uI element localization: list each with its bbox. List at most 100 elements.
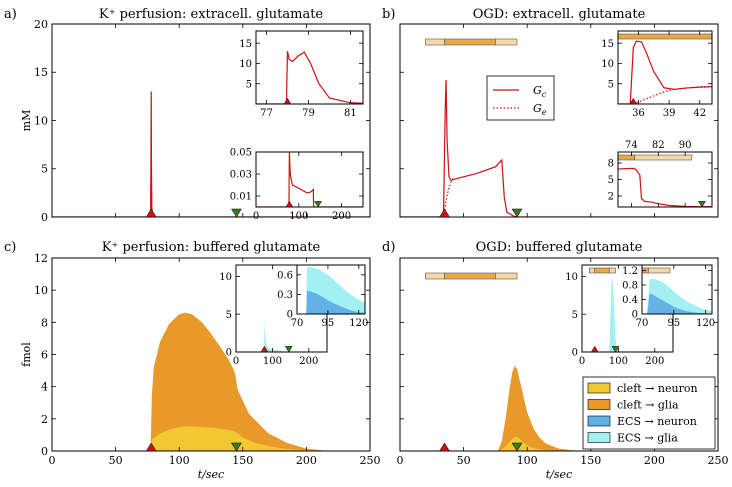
- panel-a-inset-0-plot-background: [256, 31, 363, 104]
- panel-a-inset-0-axes-frame: [255, 30, 364, 105]
- panel-a-inset-1-ytick-label-1: 0.03: [230, 170, 252, 181]
- panel-b-inset-1-xtick-label-0: 74: [625, 140, 638, 151]
- panel-a-inset-1-line-0: [256, 152, 363, 207]
- panel-a-inset-0-line-0: [256, 51, 363, 104]
- panel-c-xtick-label-5: 250: [360, 454, 381, 467]
- panel-c-start-marker: [145, 442, 157, 452]
- panel-d-inset-0-stimulus-bar-0: [588, 267, 596, 274]
- panel-b-inset-0-stimulus-bar-0: [617, 33, 713, 40]
- panel-c-ylabel: fmol: [20, 342, 33, 367]
- panel-b-inset-0-axes-frame: [617, 30, 713, 105]
- panel-d-inset-0-ytick-label-1: 5: [572, 310, 578, 321]
- panel-c-inset-0-ytick-label-0: 0: [226, 348, 232, 359]
- panel-d-inset-0-xtick-label-1: 100: [609, 356, 628, 367]
- panel-c-ytick-label-0: 0: [41, 445, 48, 458]
- panel-a-ytick-label-3: 15: [34, 66, 48, 79]
- panel-a-inset-1-start-marker: [285, 200, 294, 208]
- panel-b-inset-1-stimulus-bar-1: [634, 154, 693, 161]
- panel-a-ytick-label-1: 5: [41, 163, 48, 176]
- panel-b-inset-0-start-marker: [629, 97, 638, 105]
- panel-d-xtick-label-5: 250: [708, 454, 729, 467]
- panel-c-ytick-label-2: 4: [41, 381, 48, 394]
- panel-a-inset-1-plot-background: [256, 152, 363, 207]
- panel-a-inset-0-ytick-label-0: 5: [246, 79, 252, 90]
- panel-c-xtick-label-1: 50: [109, 454, 123, 467]
- panel-c-xlabel: t/sec: [198, 468, 224, 481]
- panel-c-inset-0: 0 100 200 0 5 10: [219, 264, 328, 367]
- panel-a-inset-0: 77 79 81 5 10 15: [239, 30, 364, 119]
- panel-d-label: d): [382, 240, 395, 255]
- panel-d-inset-1-stimulus-bar-1: [648, 267, 671, 274]
- panel-d-stimulus-bar-0: [425, 272, 445, 280]
- panel-d-inset-1-xtick-label-2: 120: [696, 318, 715, 329]
- panel-a-ytick-label-0: 0: [41, 211, 48, 224]
- panel-b-inset-0-xtick-label-2: 42: [693, 108, 706, 119]
- panel-b-inset-1-end-marker: [697, 201, 706, 208]
- panel-a-inset-0-xtick-label-1: 79: [302, 108, 315, 119]
- panel-c-series-group: [52, 312, 370, 451]
- panel-a-inset-0-start-marker: [283, 97, 292, 105]
- panel-d-legend-swatch-2: [587, 415, 611, 427]
- panel-b-inset-0-ytick-label-1: 10: [601, 59, 614, 70]
- panel-d-legend: cleft → neuron cleft → glia ECS → neuron EC…: [582, 376, 716, 450]
- panel-b-inset-1-ytick-label-0: 2: [608, 192, 614, 203]
- panel-b-line-0: [400, 79, 718, 217]
- panel-d-legend-swatch-3: [587, 432, 611, 443]
- panel-d-stimulus-bar-1: [444, 272, 496, 280]
- panel-d-legend-label-0: cleft → neuron: [617, 382, 698, 395]
- panel-d-end-marker: [511, 442, 523, 452]
- panel-a-inset-1-ytick-label-0: 0.01: [230, 192, 252, 203]
- panel-a-inset-1-axes-frame: [255, 151, 364, 208]
- panel-d-inset-0-end-marker: [611, 346, 620, 353]
- panel-c-inset-0-xtick-label-2: 200: [299, 356, 318, 367]
- panel-a-inset-1: 0 100 200 0.01 0.03 0.05: [230, 148, 364, 222]
- panel-b-inset-0-xtick-label-1: 39: [663, 108, 676, 119]
- panel-d-xtick-label-0: 0: [397, 454, 404, 467]
- panel-c-inset-0-ytick-label-1: 5: [226, 310, 232, 321]
- panel-c-inset-1-area-1: [297, 290, 365, 314]
- panel-a-inset-1-xtick-label-0: 0: [253, 211, 259, 222]
- panel-b-inset-0-line-1: [633, 86, 712, 104]
- panel-d-inset-1-ytick-label-2: 0.8: [622, 281, 638, 292]
- panel-c-ytick-label-6: 12: [34, 252, 48, 265]
- panel-c-inset-1-ytick-label-1: 0.3: [277, 290, 293, 301]
- panel-b-title: OGD: extracell. glutamate: [473, 7, 646, 22]
- panel-c-inset-1-xtick-label-1: 95: [322, 318, 335, 329]
- panel-c-inset-1-ytick-label-0: 0: [287, 310, 293, 321]
- panel-b-inset-0-ytick-label-2: 15: [601, 39, 614, 50]
- panel-d-inset-0-stimulus-bar-1: [594, 267, 610, 274]
- panel-d-stimulus-bar-2: [495, 272, 518, 280]
- panel-b-inset-1-plot-background: [618, 152, 712, 207]
- panel-c-ytick-label-1: 2: [41, 413, 48, 426]
- panel-a-inset-1-xtick-label-2: 200: [332, 211, 351, 222]
- panel-d-inset-0-ytick-label-2: 10: [565, 272, 578, 283]
- panel-c-label: c): [4, 240, 16, 255]
- panel-c-inset-1-axes-frame: [296, 264, 366, 315]
- panel-b-inset-0-series-group: [618, 40, 712, 104]
- panel-c-inset-0-end-marker: [284, 346, 293, 353]
- panel-d-xtick-label-1: 50: [457, 454, 471, 467]
- panel-a-inset-1-ytick-label-2: 0.05: [230, 148, 252, 159]
- panel-d-inset-1-series-group: [642, 278, 712, 314]
- panel-a-inset-0-xtick-label-0: 77: [260, 108, 273, 119]
- panel-a-inset-1-end-marker: [314, 201, 323, 208]
- panel-c-inset-1-xtick-label-2: 120: [349, 318, 368, 329]
- panel-d-xtick-label-4: 200: [644, 454, 665, 467]
- panel-a-ylabel: mM: [20, 110, 33, 132]
- panel-d-start-marker: [439, 442, 450, 452]
- panel-d-title: OGD: buffered glutamate: [476, 240, 643, 255]
- panel-c-ytick-label-3: 6: [41, 348, 48, 361]
- panel-b-inset-0-xtick-label-0: 36: [632, 108, 645, 119]
- panel-a-inset-1-series-group: [256, 152, 363, 207]
- panel-b-stimulus-bar-0: [425, 38, 445, 46]
- panel-c-ytick-label-5: 10: [34, 284, 48, 297]
- panel-d-legend-label-2: ECS → neuron: [617, 415, 697, 428]
- panel-c-end-marker: [230, 442, 242, 452]
- panel-b-inset-1-ytick-label-2: 8: [608, 159, 614, 170]
- panel-b-series-group: [400, 79, 718, 217]
- panel-c-xtick-label-0: 0: [49, 454, 56, 467]
- panel-b-inset-1-stimulus-bar-0: [617, 154, 636, 161]
- panel-b-inset-1: 74 82 90 2 5 8: [608, 140, 713, 208]
- panel-d-inset-0-xtick-label-0: 0: [579, 356, 585, 367]
